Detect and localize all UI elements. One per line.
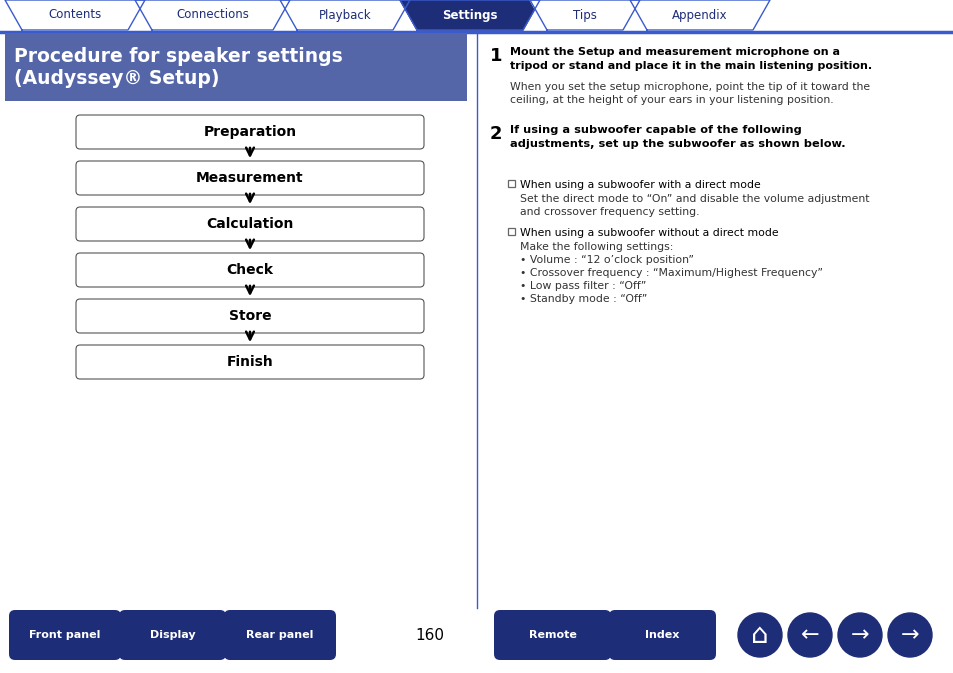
FancyBboxPatch shape [9, 610, 121, 660]
Text: Preparation: Preparation [203, 125, 296, 139]
FancyBboxPatch shape [76, 299, 423, 333]
Text: • Volume : “12 o’clock position”: • Volume : “12 o’clock position” [519, 255, 693, 265]
Text: 160: 160 [416, 627, 444, 643]
Circle shape [738, 613, 781, 657]
Text: ←: ← [800, 625, 819, 645]
Text: Procedure for speaker settings: Procedure for speaker settings [14, 48, 342, 67]
Text: 1: 1 [490, 47, 502, 65]
Text: Rear panel: Rear panel [246, 630, 314, 640]
Polygon shape [5, 0, 145, 30]
Bar [507, 180, 515, 187]
Text: →: → [900, 625, 919, 645]
Text: Mount the Setup and measurement microphone on a
tripod or stand and place it in : Mount the Setup and measurement micropho… [510, 47, 871, 71]
Text: Display: Display [150, 630, 195, 640]
Text: Calculation: Calculation [206, 217, 294, 231]
Bar [507, 228, 515, 235]
FancyBboxPatch shape [608, 610, 716, 660]
Text: When you set the setup microphone, point the tip of it toward the
ceiling, at th: When you set the setup microphone, point… [510, 82, 869, 105]
Text: Make the following settings:: Make the following settings: [519, 242, 673, 252]
FancyBboxPatch shape [494, 610, 610, 660]
FancyBboxPatch shape [76, 115, 423, 149]
Circle shape [787, 613, 831, 657]
FancyBboxPatch shape [76, 253, 423, 287]
FancyBboxPatch shape [224, 610, 335, 660]
Text: • Standby mode : “Off”: • Standby mode : “Off” [519, 294, 647, 304]
FancyBboxPatch shape [76, 345, 423, 379]
Text: Set the direct mode to “On” and disable the volume adjustment
and crossover freq: Set the direct mode to “On” and disable … [519, 194, 868, 217]
FancyBboxPatch shape [5, 33, 467, 101]
Text: →: → [850, 625, 868, 645]
FancyBboxPatch shape [119, 610, 226, 660]
Text: Index: Index [644, 630, 679, 640]
Text: • Low pass filter : “Off”: • Low pass filter : “Off” [519, 281, 646, 291]
Text: When using a subwoofer without a direct mode: When using a subwoofer without a direct … [519, 228, 778, 238]
Text: Front panel: Front panel [30, 630, 101, 640]
Text: Measurement: Measurement [196, 171, 303, 185]
Text: Store: Store [229, 309, 271, 323]
FancyBboxPatch shape [76, 161, 423, 195]
Polygon shape [135, 0, 290, 30]
Text: ⌂: ⌂ [750, 621, 768, 649]
Text: Connections: Connections [176, 9, 249, 22]
Text: Finish: Finish [227, 355, 274, 369]
Text: • Crossover frequency : “Maximum/Highest Frequency”: • Crossover frequency : “Maximum/Highest… [519, 268, 822, 278]
Text: Remote: Remote [528, 630, 576, 640]
Polygon shape [530, 0, 639, 30]
Text: Settings: Settings [442, 9, 497, 22]
Text: If using a subwoofer capable of the following
adjustments, set up the subwoofer : If using a subwoofer capable of the foll… [510, 125, 844, 149]
Text: Playback: Playback [318, 9, 371, 22]
Text: 2: 2 [490, 125, 502, 143]
FancyBboxPatch shape [76, 207, 423, 241]
Text: (Audyssey® Setup): (Audyssey® Setup) [14, 69, 219, 89]
Text: Contents: Contents [49, 9, 102, 22]
Circle shape [837, 613, 882, 657]
Circle shape [887, 613, 931, 657]
Text: Appendix: Appendix [672, 9, 727, 22]
Text: Tips: Tips [573, 9, 597, 22]
Polygon shape [399, 0, 539, 30]
Text: When using a subwoofer with a direct mode: When using a subwoofer with a direct mod… [519, 180, 760, 190]
Polygon shape [280, 0, 410, 30]
Polygon shape [629, 0, 769, 30]
Text: Check: Check [226, 263, 274, 277]
